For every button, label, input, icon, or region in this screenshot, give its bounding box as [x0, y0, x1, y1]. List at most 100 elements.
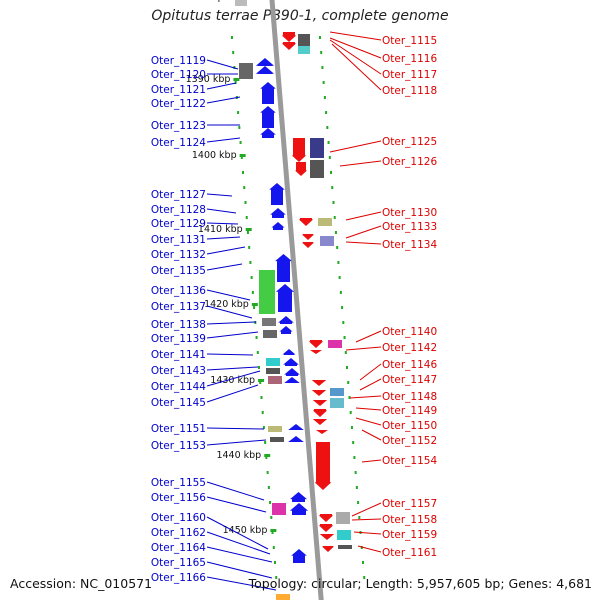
major-tick [264, 454, 271, 457]
reverse-gene [312, 419, 328, 425]
left-gene-label: Oter_1119 [151, 55, 206, 67]
minor-tick [326, 126, 329, 129]
forward-gene [282, 349, 296, 355]
minor-tick [253, 306, 256, 309]
reverse-gene [311, 380, 327, 386]
minor-tick [350, 426, 353, 429]
minor-tick [363, 576, 366, 579]
left-gene-label: Oter_1128 [151, 204, 206, 216]
right-gene-label: Oter_1158 [382, 514, 437, 526]
minor-tick [258, 366, 261, 369]
left-gene-label: Oter_1136 [151, 285, 206, 297]
minor-tick [267, 486, 270, 489]
minor-tick [353, 456, 356, 459]
minor-tick [358, 516, 361, 519]
reverse-gene [302, 234, 314, 240]
minor-tick [321, 66, 324, 69]
minor-tick [260, 396, 263, 399]
right-label-leader [351, 518, 382, 521]
reverse-gene [314, 442, 332, 490]
forward-gene [284, 368, 300, 376]
minor-tick [357, 501, 360, 504]
minor-tick [325, 111, 328, 114]
forward-gene [260, 82, 276, 104]
right-gene-label: Oter_1125 [382, 136, 437, 148]
gene-feature [310, 138, 324, 158]
left-gene-label: Oter_1137 [151, 301, 206, 313]
left-label-leader [206, 546, 273, 563]
right-label-leader [355, 330, 382, 343]
left-gene-label: Oter_1120 [151, 69, 206, 81]
minor-tick [239, 141, 242, 144]
left-gene-label: Oter_1135 [151, 265, 206, 277]
forward-gene [260, 128, 276, 138]
right-gene-label: Oter_1134 [382, 239, 437, 251]
right-gene-label: Oter_1146 [382, 359, 437, 371]
minor-tick [344, 351, 347, 354]
scale-label: 1400 kbp [192, 150, 237, 161]
left-gene-label: Oter_1160 [151, 512, 206, 524]
minor-tick [262, 426, 265, 429]
gene-feature [330, 388, 344, 396]
minor-tick [332, 201, 335, 204]
forward-gene [284, 377, 300, 383]
left-gene-label: Oter_1155 [151, 477, 206, 489]
left-gene-label: Oter_1138 [151, 319, 206, 331]
topology-summary: Topology: circular; Length: 5,957,605 bp… [248, 576, 592, 591]
reverse-gene [318, 524, 334, 532]
scale-label: 1450 kbp [223, 525, 268, 536]
right-label-leader [345, 346, 382, 351]
left-label-leader [206, 96, 241, 104]
gene-feature [263, 330, 277, 338]
gene-feature [310, 160, 324, 178]
right-gene-label: Oter_1147 [382, 374, 437, 386]
major-tick [270, 529, 277, 532]
reverse-gene [319, 534, 335, 540]
left-label-leader [206, 439, 267, 446]
right-label-leader [355, 417, 382, 426]
minor-tick [348, 396, 351, 399]
minor-tick [323, 96, 326, 99]
right-gene-label: Oter_1126 [382, 156, 437, 168]
minor-tick [327, 141, 330, 144]
left-gene-label: Oter_1129 [151, 218, 206, 230]
forward-gene [269, 183, 285, 205]
left-gene-label: Oter_1164 [151, 542, 206, 554]
left-label-leader [206, 222, 239, 225]
forward-gene [271, 222, 285, 230]
right-gene-label: Oter_1142 [382, 342, 437, 354]
right-gene-label: Oter_1157 [382, 498, 437, 510]
right-label-leader [359, 378, 382, 391]
reverse-gene [298, 218, 314, 226]
forward-gene [255, 66, 275, 74]
left-label-leader [206, 496, 267, 513]
minor-tick [333, 216, 336, 219]
gene-feature [266, 358, 280, 366]
minor-tick [334, 231, 337, 234]
left-gene-label: Oter_1144 [151, 381, 206, 393]
right-gene-label: Oter_1118 [382, 85, 437, 97]
right-label-leader [329, 37, 382, 59]
left-gene-label: Oter_1121 [151, 84, 206, 96]
minor-tick [243, 186, 246, 189]
gene-feature [336, 512, 350, 524]
left-gene-label: Oter_1132 [151, 249, 206, 261]
gene-feature [272, 503, 286, 515]
right-label-leader [329, 140, 382, 153]
minor-tick [347, 381, 350, 384]
right-label-leader [329, 39, 382, 75]
left-gene-label: Oter_1122 [151, 98, 206, 110]
minor-tick [320, 51, 323, 54]
right-gene-label: Oter_1159 [382, 529, 437, 541]
minor-tick [354, 471, 357, 474]
reverse-gene [308, 340, 324, 348]
left-label-leader [206, 236, 241, 240]
left-label-leader [206, 246, 246, 255]
gene-feature [320, 236, 334, 246]
right-gene-label: Oter_1149 [382, 405, 437, 417]
minor-tick [331, 186, 334, 189]
scale-label: 1390 kbp [186, 74, 231, 85]
right-label-leader [329, 31, 382, 41]
minor-tick [336, 246, 339, 249]
